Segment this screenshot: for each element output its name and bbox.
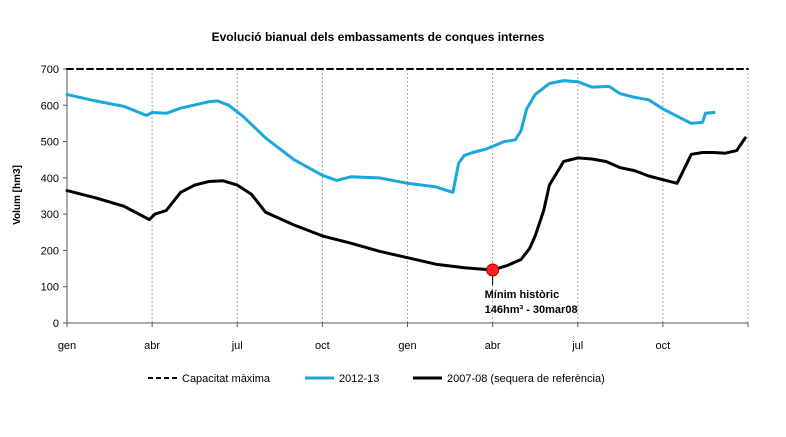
x-tick-label: abr: [485, 340, 501, 352]
series-layer: [65, 68, 749, 272]
x-tick-label: jul: [571, 340, 583, 352]
y-tick-label: 500: [41, 137, 59, 149]
x-tick-label: oct: [656, 340, 671, 352]
y-tick-label: 300: [41, 209, 59, 221]
x-tick-label: gen: [58, 340, 76, 352]
legend-label-0: Capacitat màxima: [182, 373, 271, 385]
annotation-line2: 146hm³ - 30mar08: [485, 304, 578, 316]
legend-label-2: 2007-08 (sequera de referència): [447, 373, 605, 385]
y-tick-label: 700: [41, 64, 59, 76]
y-tick-label: 600: [41, 100, 59, 112]
axis-layer: 0 100 200 300 400 500 600 700 gen abr jul oct gen abr…: [41, 64, 749, 352]
y-tick-label: 400: [41, 173, 59, 185]
legend: Capacitat màxima 2012-13 2007-08 (sequera …: [148, 373, 605, 385]
series-line-1: [65, 79, 716, 194]
x-tick-label: jul: [231, 340, 243, 352]
y-tick-label: 0: [53, 318, 59, 330]
y-axis-label: Volum [hm3]: [12, 165, 23, 225]
x-tick-label: oct: [315, 340, 330, 352]
series-line-2: [65, 136, 747, 272]
x-tick-label: abr: [144, 340, 160, 352]
annotation-line1: Mínim històric: [485, 289, 560, 301]
y-tick-label: 200: [41, 245, 59, 257]
chart-title: Evolució bianual dels embassaments de co…: [212, 30, 545, 44]
y-tick-label: 100: [41, 282, 59, 294]
legend-label-1: 2012-13: [339, 373, 379, 385]
min-marker: [486, 263, 500, 277]
x-tick-label: gen: [398, 340, 416, 352]
annotation-layer: Mínim històric 146hm³ - 30mar08: [485, 263, 578, 316]
